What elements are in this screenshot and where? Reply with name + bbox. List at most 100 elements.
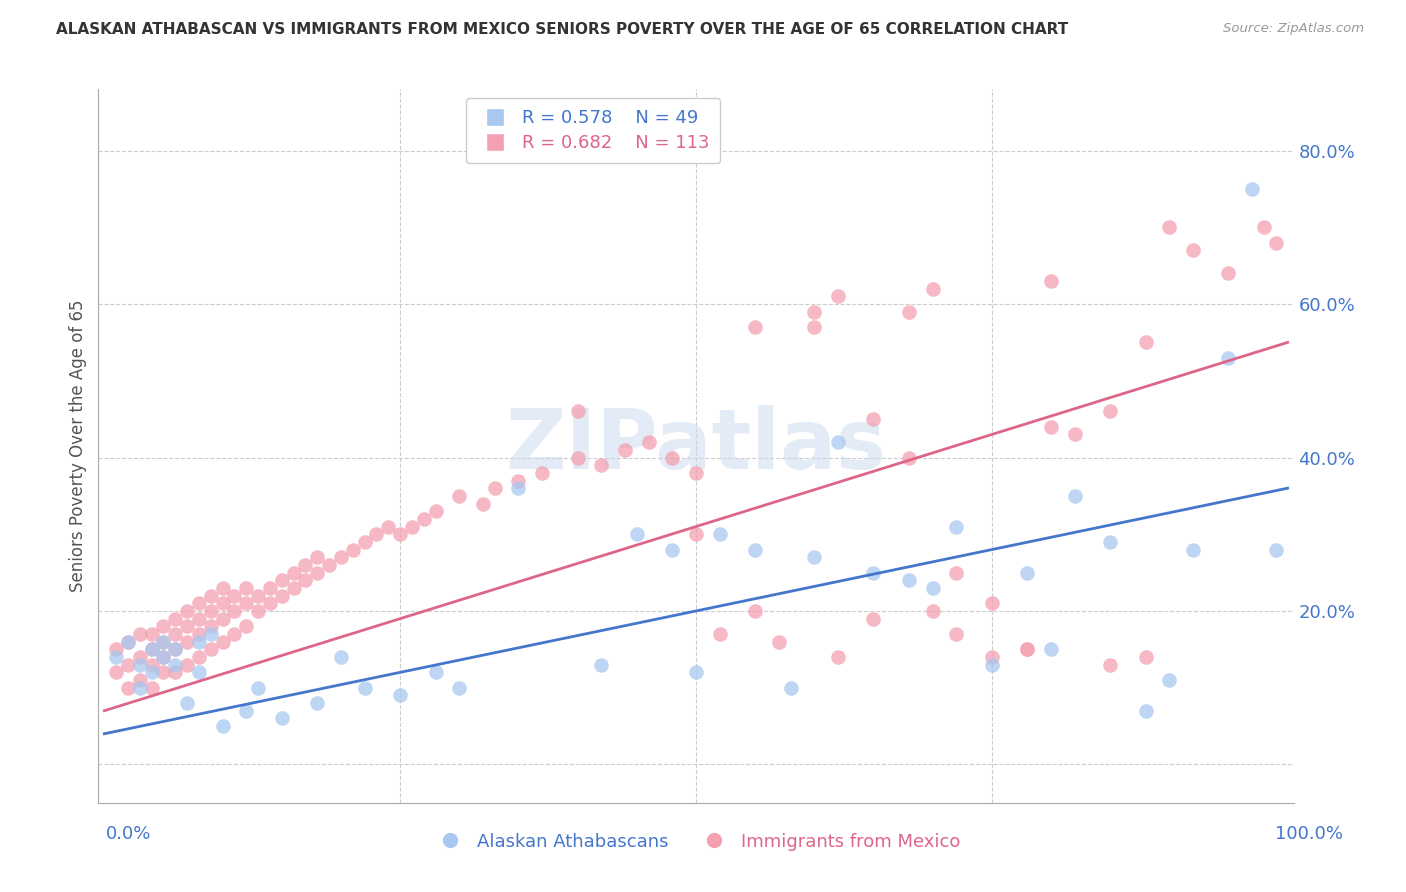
Text: ALASKAN ATHABASCAN VS IMMIGRANTS FROM MEXICO SENIORS POVERTY OVER THE AGE OF 65 : ALASKAN ATHABASCAN VS IMMIGRANTS FROM ME… (56, 22, 1069, 37)
Point (685, 665, 707, 680)
Point (1099, 404, 1122, 418)
Point (165, 642, 187, 657)
Point (188, 650, 211, 665)
Point (614, 442, 637, 457)
Point (425, 504, 447, 518)
Point (449, 489, 471, 503)
Point (330, 650, 353, 665)
Point (235, 704, 257, 718)
Y-axis label: Seniors Poverty Over the Age of 65: Seniors Poverty Over the Age of 65 (69, 300, 87, 592)
Point (200, 642, 222, 657)
Point (247, 589, 270, 603)
Point (128, 627, 150, 641)
Point (827, 650, 849, 665)
Point (412, 512, 434, 526)
Point (945, 627, 967, 641)
Point (1181, 244, 1204, 258)
Point (152, 650, 174, 665)
Point (128, 681, 150, 695)
Point (152, 634, 174, 648)
Point (567, 404, 589, 418)
Point (803, 320, 825, 334)
Point (141, 627, 163, 641)
Point (342, 542, 364, 557)
Point (945, 519, 967, 533)
Point (165, 665, 187, 680)
Point (200, 604, 222, 618)
Text: 100.0%: 100.0% (1275, 825, 1343, 843)
Point (591, 458, 613, 473)
Point (827, 435, 849, 450)
Point (188, 612, 211, 626)
Point (1253, 220, 1275, 235)
Point (211, 719, 233, 733)
Point (283, 581, 305, 595)
Point (176, 657, 198, 672)
Point (862, 566, 884, 580)
Point (744, 604, 766, 618)
Point (449, 681, 471, 695)
Text: ZIPatlas: ZIPatlas (506, 406, 886, 486)
Point (661, 542, 683, 557)
Point (366, 527, 388, 541)
Point (117, 681, 139, 695)
Point (128, 673, 150, 687)
Point (330, 550, 353, 565)
Point (1099, 535, 1122, 549)
Point (921, 282, 943, 296)
Text: Source: ZipAtlas.com: Source: ZipAtlas.com (1223, 22, 1364, 36)
Point (980, 657, 1002, 672)
Point (200, 619, 222, 633)
Point (827, 289, 849, 303)
Point (211, 612, 233, 626)
Point (1017, 642, 1039, 657)
Point (862, 612, 884, 626)
Point (685, 527, 707, 541)
Point (270, 574, 292, 588)
Point (105, 650, 128, 665)
Point (591, 657, 613, 672)
Point (270, 711, 292, 725)
Point (484, 481, 506, 495)
Point (1159, 673, 1181, 687)
Point (768, 634, 790, 648)
Point (128, 650, 150, 665)
Point (472, 497, 495, 511)
Point (318, 558, 340, 572)
Point (508, 474, 530, 488)
Point (224, 589, 246, 603)
Point (389, 527, 412, 541)
Point (661, 450, 683, 465)
Point (259, 581, 281, 595)
Point (211, 581, 233, 595)
Legend: Alaskan Athabascans, Immigrants from Mexico: Alaskan Athabascans, Immigrants from Mex… (425, 826, 967, 858)
Point (709, 527, 731, 541)
Point (283, 566, 305, 580)
Point (1135, 335, 1157, 350)
Point (307, 550, 329, 565)
Point (1218, 266, 1240, 280)
Point (803, 550, 825, 565)
Point (531, 466, 554, 480)
Point (567, 450, 589, 465)
Point (307, 696, 329, 710)
Point (1039, 642, 1062, 657)
Point (353, 681, 375, 695)
Point (389, 689, 412, 703)
Point (1241, 182, 1264, 196)
Point (165, 642, 187, 657)
Point (200, 589, 222, 603)
Point (105, 665, 128, 680)
Point (235, 581, 257, 595)
Point (1135, 704, 1157, 718)
Point (685, 466, 707, 480)
Point (152, 619, 174, 633)
Point (141, 657, 163, 672)
Point (128, 657, 150, 672)
Point (921, 581, 943, 595)
Point (117, 634, 139, 648)
Point (921, 604, 943, 618)
Point (117, 657, 139, 672)
Point (294, 558, 316, 572)
Point (980, 650, 1002, 665)
